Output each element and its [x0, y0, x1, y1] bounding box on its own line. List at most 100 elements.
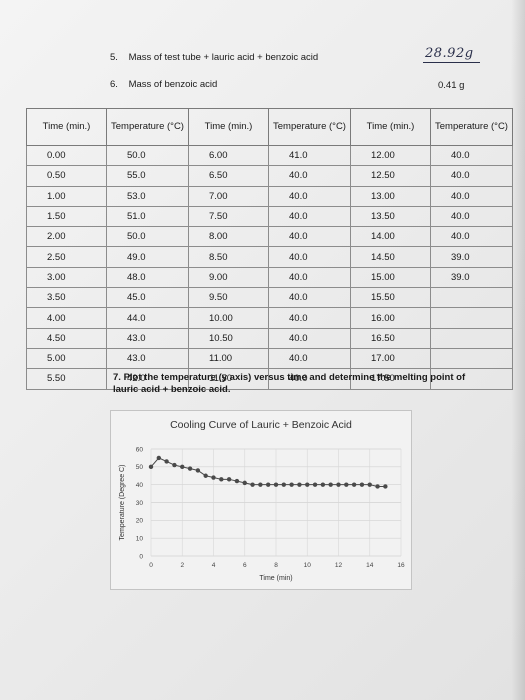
table-cell: 12.50 [350, 165, 431, 187]
table-cell: 40.0 [430, 185, 513, 207]
table-cell: 40.0 [268, 327, 351, 349]
question-5-text: Mass of test tube + lauric acid + benzoi… [128, 52, 319, 63]
table-cell: 48.0 [106, 266, 189, 289]
data-point [219, 477, 224, 482]
table-cell: 14.00 [350, 226, 431, 248]
table-cell: 6.00 [188, 144, 269, 167]
table-cell [430, 347, 513, 370]
question-7-text: Plot the temperature (y axis) versus tim… [113, 372, 466, 396]
data-point [375, 484, 380, 489]
table-cell: 40.0 [430, 205, 513, 228]
table-cell: 40.0 [268, 246, 351, 268]
data-point [234, 478, 240, 484]
column-header: Temperature (°C) [430, 108, 513, 146]
x-tick-label: 4 [212, 562, 216, 569]
table-cell: 12.00 [350, 144, 431, 167]
table-cell: 5.00 [26, 347, 107, 370]
data-point [328, 482, 333, 487]
data-point [172, 462, 177, 468]
data-point [265, 482, 271, 487]
table-cell: 50.0 [106, 226, 189, 248]
table-row: 3.00 48.0 9.00 40.0 15.00 39.0 [26, 266, 513, 289]
table-cell: 44.0 [106, 307, 189, 329]
table-cell: 42.0 [106, 368, 189, 390]
data-point [367, 482, 372, 487]
table-cell: 11.00 [188, 347, 269, 370]
column-header: Time (min.) [350, 108, 431, 146]
data-point [383, 484, 388, 489]
table-cell: 51.0 [106, 205, 189, 228]
table-cell: 40.0 [430, 144, 513, 167]
table-row: 4.00 44.0 10.00 40.0 16.00 [26, 307, 513, 329]
table-row: 1.00 53.0 7.00 40.0 13.00 40.0 [26, 185, 513, 207]
data-point [305, 482, 310, 487]
table-row: 2.00 50.0 8.00 40.0 14.00 40.0 [26, 226, 513, 248]
question-6-answer: 0.41 g [438, 80, 465, 91]
y-tick-label: 40 [136, 482, 144, 489]
temperature-data-table: Time (min.) Temperature (°C) Time (min.) Te… [26, 108, 513, 390]
data-point [187, 466, 193, 471]
table-cell: 40.0 [268, 287, 351, 309]
question-6-number: 6. [110, 79, 118, 90]
table-cell: 4.50 [26, 327, 107, 349]
data-point [250, 482, 255, 487]
data-point [320, 482, 326, 487]
table-header-row: Time (min.) Temperature (°C) Time (min.) Te… [26, 108, 513, 146]
table-cell: 11.50 [188, 368, 269, 390]
table-cell: 16.50 [350, 327, 431, 349]
table-cell: 2.00 [26, 226, 107, 248]
y-tick-label: 10 [136, 535, 144, 542]
question-6-text: Mass of benzoic acid [128, 79, 218, 90]
cooling-curve-chart: Cooling Curve of Lauric + Benzoic Acid 0… [110, 410, 412, 590]
table-cell: 3.00 [26, 266, 107, 289]
table-cell: 40.0 [268, 347, 351, 370]
data-point [203, 473, 208, 478]
data-point [281, 482, 287, 487]
table-cell: 45.0 [106, 287, 189, 309]
table-cell [430, 327, 513, 349]
y-tick-label: 60 [136, 446, 144, 453]
table-cell: 39.0 [430, 266, 513, 289]
data-point [164, 459, 169, 464]
table-cell: 53.0 [106, 185, 189, 207]
table-cell: 40.0 [268, 368, 351, 390]
table-cell [430, 287, 513, 309]
data-series-line [150, 457, 386, 487]
table-cell: 7.00 [188, 185, 269, 207]
x-tick-label: 8 [274, 562, 278, 569]
data-point [344, 482, 349, 487]
x-tick-label: 14 [366, 562, 374, 569]
table-row: 5.00 43.0 11.00 40.0 17.00 [26, 347, 513, 370]
data-point [226, 477, 232, 482]
table-cell: 6.50 [188, 165, 269, 187]
y-axis-label: Temperature (Degree C) [119, 465, 126, 541]
table-cell: 17.00 [350, 347, 431, 370]
table-cell: 1.00 [26, 185, 107, 207]
y-tick-label: 30 [136, 500, 144, 507]
x-tick-label: 16 [397, 562, 405, 569]
x-tick-label: 12 [335, 562, 343, 569]
table-cell: 8.50 [188, 246, 269, 268]
table-body: 0.00 50.0 6.00 41.0 12.00 40.0 0.50 55.0 6.50 40.… [26, 144, 513, 390]
table-cell: 9.50 [188, 287, 269, 309]
table-cell: 13.00 [350, 185, 431, 207]
table-cell: 40.0 [430, 226, 513, 248]
data-point [195, 468, 201, 473]
question-7-number: 7. [113, 372, 121, 383]
column-header: Temperature (°C) [268, 108, 351, 146]
table-cell: 40.0 [268, 226, 351, 248]
table-cell: 39.0 [430, 246, 513, 268]
table-row: 4.50 43.0 10.50 40.0 16.50 [26, 327, 513, 349]
table-cell: 4.00 [26, 307, 107, 329]
column-header: Time (min.) [26, 108, 107, 146]
table-cell: 0.50 [26, 165, 107, 187]
table-cell: 8.00 [188, 226, 269, 248]
table-cell: 40.0 [268, 185, 351, 207]
data-point [273, 482, 279, 487]
table-cell: 49.0 [106, 246, 189, 268]
table-cell [430, 368, 513, 390]
data-point [180, 464, 185, 470]
table-row: 2.50 49.0 8.50 40.0 14.50 39.0 [26, 246, 513, 268]
table-cell: 40.0 [268, 205, 351, 228]
